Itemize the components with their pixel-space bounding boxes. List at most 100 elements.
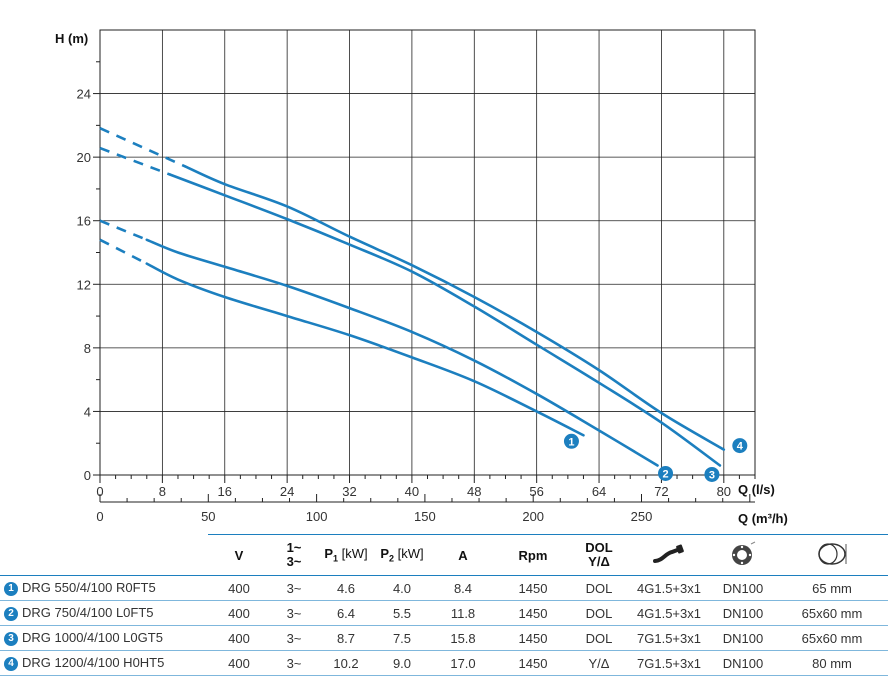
header-model: [0, 534, 208, 576]
curve-badge-1: [563, 433, 579, 449]
chart-curves: [99, 127, 726, 467]
table-body: 1 DRG 550/4/100 R0FT5 400 3~ 4.6 4.0 8.4 1450 DO…: [0, 575, 888, 676]
model-cell: 3 DRG 1000/4/100 L0GT5: [0, 625, 208, 651]
curve-4: [184, 165, 726, 451]
curve-badge-label: 1: [568, 436, 574, 448]
x2-tick-label: 250: [631, 509, 653, 524]
p2-cell: 9.0: [374, 650, 430, 676]
chart-grid: [99, 29, 756, 476]
row-number-badge: 1: [4, 581, 18, 596]
row-number-badge: 2: [4, 606, 18, 621]
table-row: 2 DRG 750/4/100 L0FT5 400 3~ 6.4 5.5 11.8 1450 D…: [0, 600, 888, 626]
flange-cell: DN100: [710, 625, 776, 651]
curve-2-dashed: [99, 219, 148, 241]
table-header: V 1~ 3~ P1 [kW] P2 [kW] A Rpm DOL Y/Δ: [0, 534, 888, 576]
x-tick-label: 8: [159, 484, 166, 499]
model-cell: 1 DRG 550/4/100 R0FT5: [0, 575, 208, 601]
y-tick-label: 24: [77, 87, 91, 102]
curve-badge-label: 4: [737, 441, 744, 453]
header-phase-top: 1~: [286, 540, 302, 555]
curve-badges: 1 2 3 4: [563, 433, 748, 482]
table-row: 1 DRG 550/4/100 R0FT5 400 3~ 4.6 4.0 8.4 1450 DO…: [0, 575, 888, 601]
header-start: DOL Y/Δ: [570, 534, 628, 576]
x-tick-label: 32: [342, 484, 356, 499]
start-cell: Y/Δ: [570, 650, 628, 676]
model-name: DRG 1000/4/100 L0GT5: [22, 630, 163, 646]
passage-cell: 80 mm: [776, 650, 888, 676]
y-tick-label: 0: [84, 468, 91, 483]
x-tick-label: 64: [592, 484, 606, 499]
x-tick-label: 56: [529, 484, 543, 499]
cable-cell: 7G1.5+3x1: [628, 650, 710, 676]
header-current: A: [430, 534, 496, 576]
v-cell: 400: [208, 625, 270, 651]
table-row: 4 DRG 1200/4/100 H0HT5 400 3~ 10.2 9.0 17.0 145…: [0, 650, 888, 676]
passage-cell: 65x60 mm: [776, 600, 888, 626]
model-name: DRG 550/4/100 R0FT5: [22, 580, 156, 596]
x2-tick-label: 200: [522, 509, 544, 524]
v-cell: 400: [208, 575, 270, 601]
y-tick-label: 8: [84, 341, 91, 356]
cable-cell: 4G1.5+3x1: [628, 600, 710, 626]
a-cell: 15.8: [430, 625, 496, 651]
y-tick-label: 4: [84, 404, 91, 419]
a-cell: 11.8: [430, 600, 496, 626]
passage-cell: 65 mm: [776, 575, 888, 601]
curve-badge-label: 2: [662, 468, 668, 480]
header-rpm: Rpm: [496, 534, 570, 576]
header-p2-label: P: [380, 546, 390, 562]
header-start-bottom: Y/Δ: [588, 554, 610, 569]
x-tick-label: 72: [654, 484, 668, 499]
rpm-cell: 1450: [496, 600, 570, 626]
model-name: DRG 750/4/100 L0FT5: [22, 605, 154, 621]
row-number-badge: 4: [4, 656, 18, 671]
x-tick-label: 16: [218, 484, 232, 499]
header-p2-sub: 2: [389, 553, 395, 564]
model-name: DRG 1200/4/100 H0HT5: [22, 655, 165, 671]
header-p2-unit: [kW]: [397, 546, 424, 562]
curve-badge-2: [658, 465, 674, 481]
header-passage: [776, 534, 888, 576]
p2-cell: 5.5: [374, 600, 430, 626]
flange-cell: DN100: [710, 650, 776, 676]
rpm-cell: 1450: [496, 625, 570, 651]
header-voltage: V: [208, 534, 270, 576]
curve-badge-4: [732, 438, 748, 454]
p2-cell: 4.0: [374, 575, 430, 601]
header-cable: [628, 534, 710, 576]
curve-3-dashed: [99, 146, 171, 176]
curve-4-dashed: [99, 127, 187, 168]
plot-frame: [99, 29, 756, 476]
y-axis-title: H (m): [55, 31, 88, 46]
phase-cell: 3~: [270, 650, 318, 676]
phase-cell: 3~: [270, 575, 318, 601]
x-tick-label: 80: [717, 484, 731, 499]
p1-cell: 8.7: [318, 625, 374, 651]
a-cell: 8.4: [430, 575, 496, 601]
x2-tick-label: 150: [414, 509, 436, 524]
header-p1-sub: 1: [333, 553, 339, 564]
y-tick-label: 16: [77, 214, 91, 229]
curve-2: [145, 238, 659, 467]
cable-cell: 4G1.5+3x1: [628, 575, 710, 601]
x2-tick-label: 100: [306, 509, 328, 524]
flange-icon: [732, 541, 756, 565]
start-cell: DOL: [570, 575, 628, 601]
phase-cell: 3~: [270, 600, 318, 626]
v-cell: 400: [208, 650, 270, 676]
header-p1-label: P: [324, 546, 334, 562]
p1-cell: 10.2: [318, 650, 374, 676]
a-cell: 17.0: [430, 650, 496, 676]
curve-3: [168, 173, 722, 467]
passage-icon: [818, 542, 847, 565]
p1-cell: 4.6: [318, 575, 374, 601]
passage-cell: 65x60 mm: [776, 625, 888, 651]
x-tick-label: 48: [467, 484, 481, 499]
header-start-top: DOL: [585, 540, 613, 555]
pump-spec-table: V 1~ 3~ P1 [kW] P2 [kW] A Rpm DOL Y/Δ: [0, 534, 888, 676]
x-tick-label: 24: [280, 484, 294, 499]
cable-icon: [653, 543, 684, 563]
x2-tick-label: 50: [201, 509, 215, 524]
